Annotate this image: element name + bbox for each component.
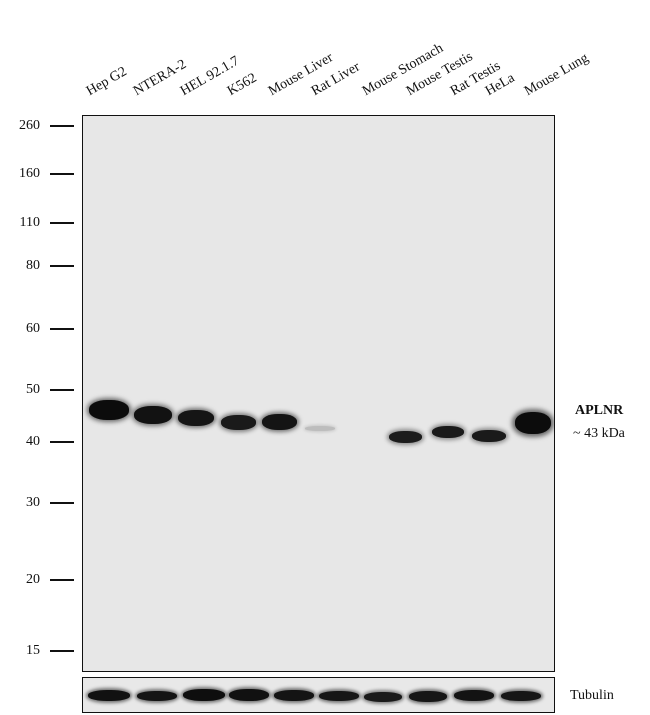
- target-protein-name: APLNR: [575, 403, 624, 418]
- tubulin-band: [454, 690, 494, 701]
- marker-tick: [50, 125, 74, 127]
- lane-label-ntera-2: NTERA-2: [131, 56, 190, 100]
- marker-tick: [50, 222, 74, 224]
- band-hep-g2: [89, 400, 129, 420]
- loading-control-label: Tubulin: [570, 688, 614, 703]
- marker-60: 60: [26, 321, 40, 336]
- tubulin-band: [229, 689, 269, 701]
- marker-260: 260: [19, 118, 40, 133]
- blot-panel: [82, 115, 555, 672]
- marker-20: 20: [26, 572, 40, 587]
- marker-tick: [50, 441, 74, 443]
- band-hel-92-1-7: [178, 410, 214, 426]
- band-hela: [472, 430, 506, 442]
- band-mouse-testis: [389, 431, 422, 443]
- lane-label-mouse-lung: Mouse Lung: [522, 50, 592, 100]
- marker-tick: [50, 328, 74, 330]
- tubulin-band: [183, 689, 225, 701]
- tubulin-band: [137, 691, 177, 701]
- tubulin-band: [319, 691, 359, 701]
- marker-80: 80: [26, 258, 40, 273]
- marker-tick: [50, 265, 74, 267]
- target-molecular-weight: ~ 43 kDa: [573, 426, 625, 441]
- band-mouse-liver: [262, 414, 297, 430]
- tubulin-panel: [82, 677, 555, 713]
- marker-40: 40: [26, 434, 40, 449]
- band-rat-testis: [432, 426, 464, 438]
- marker-160: 160: [19, 166, 40, 181]
- marker-15: 15: [26, 643, 40, 658]
- marker-tick: [50, 650, 74, 652]
- marker-tick: [50, 389, 74, 391]
- marker-110: 110: [19, 215, 40, 230]
- tubulin-band: [409, 691, 447, 702]
- marker-tick: [50, 579, 74, 581]
- band-mouse-lung: [515, 412, 551, 434]
- marker-tick: [50, 173, 74, 175]
- marker-tick: [50, 502, 74, 504]
- tubulin-band: [88, 690, 130, 701]
- lane-label-hep-g2: Hep G2: [84, 64, 130, 100]
- marker-50: 50: [26, 382, 40, 397]
- tubulin-band: [274, 690, 314, 701]
- tubulin-band: [364, 692, 402, 702]
- band-k562: [221, 415, 256, 430]
- tubulin-band: [501, 691, 541, 701]
- lane-label-k562: K562: [225, 70, 260, 100]
- marker-30: 30: [26, 495, 40, 510]
- band-ntera-2: [134, 406, 172, 424]
- band-rat-liver: [305, 426, 335, 431]
